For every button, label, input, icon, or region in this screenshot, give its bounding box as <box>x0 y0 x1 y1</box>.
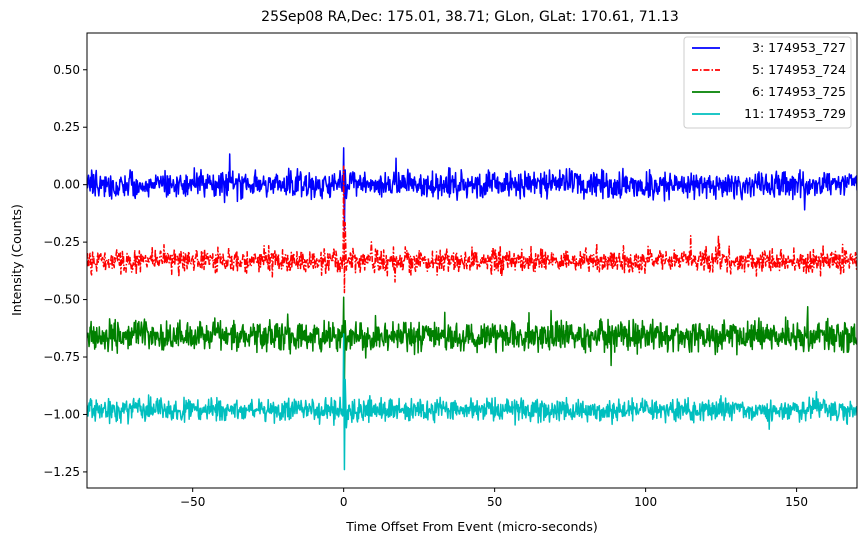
y-tick-label: −1.00 <box>43 407 80 421</box>
x-tick-label: 0 <box>340 495 348 509</box>
chart-title: 25Sep08 RA,Dec: 175.01, 38.71; GLon, GLa… <box>261 9 679 25</box>
legend-label: 6: 174953_725 <box>752 84 846 99</box>
y-tick-label: 0.00 <box>53 178 80 192</box>
legend-label: 11: 174953_729 <box>744 106 846 121</box>
legend-label: 5: 174953_724 <box>752 62 846 77</box>
x-tick-label: 100 <box>634 495 657 509</box>
legend-label: 3: 174953_727 <box>752 40 846 55</box>
series-group <box>87 147 857 471</box>
x-tick-label: −50 <box>180 495 205 509</box>
y-tick-label: 0.50 <box>53 63 80 77</box>
y-axis-ticks: 0.50 0.25 0.00 −0.25 −0.50 −0.75 −1.00 −1.25 <box>43 63 87 479</box>
legend-box <box>683 36 852 129</box>
series-line <box>87 165 857 294</box>
series-line <box>87 333 857 471</box>
x-tick-label: 150 <box>785 495 808 509</box>
plot-frame <box>86 32 858 489</box>
y-tick-label: −0.50 <box>43 293 80 307</box>
x-tick-label: 50 <box>487 495 502 509</box>
y-tick-label: −1.25 <box>43 465 80 479</box>
legend: 3: 174953_727 5: 174953_724 6: 174953_725 1… <box>683 36 852 129</box>
x-axis-ticks: −50 0 50 100 150 <box>180 488 808 509</box>
series-line <box>87 296 857 384</box>
series-line <box>87 147 857 232</box>
y-tick-label: −0.25 <box>43 235 80 249</box>
x-axis-label: Time Offset From Event (micro-seconds) <box>345 519 597 534</box>
y-tick-label: −0.75 <box>43 350 80 364</box>
y-tick-label: 0.25 <box>53 120 80 134</box>
y-axis-label: Intensity (Counts) <box>9 204 24 316</box>
